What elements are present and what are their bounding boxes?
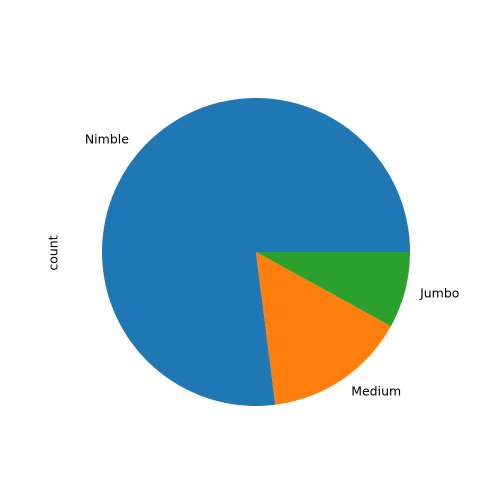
pie-slices <box>101 98 411 407</box>
pie-label-medium: Medium <box>351 384 401 399</box>
y-axis-label: count <box>46 235 61 270</box>
pie-slice-medium <box>256 252 391 405</box>
pie-slice-nimble <box>101 98 411 407</box>
pie-label-nimble: Nimble <box>85 131 129 146</box>
pie-slice-jumbo <box>256 252 410 327</box>
pie-label-jumbo: Jumbo <box>419 286 459 301</box>
pie-labels: Nimble Medium Jumbo <box>85 131 460 398</box>
